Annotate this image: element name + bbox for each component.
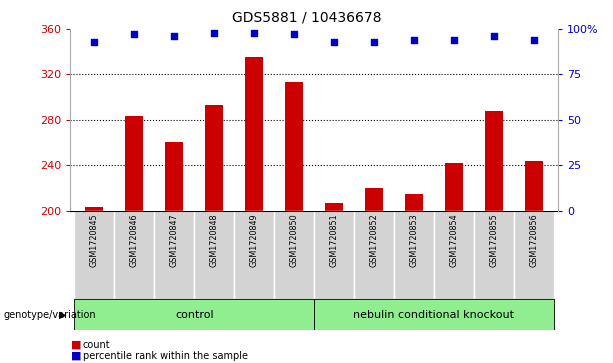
- Bar: [325, 203, 343, 211]
- Text: GSM1720853: GSM1720853: [409, 213, 419, 267]
- Text: GSM1720855: GSM1720855: [489, 213, 498, 267]
- Text: GSM1720852: GSM1720852: [370, 213, 379, 267]
- Bar: [194, 211, 234, 299]
- Bar: [154, 211, 194, 299]
- Bar: [525, 160, 543, 211]
- Bar: [474, 211, 514, 299]
- Bar: [485, 111, 503, 211]
- Bar: [445, 163, 463, 211]
- Bar: [126, 117, 143, 211]
- Text: GSM1720850: GSM1720850: [290, 213, 299, 267]
- Point: [489, 33, 499, 39]
- Bar: [285, 82, 303, 211]
- Bar: [314, 299, 554, 330]
- Bar: [434, 211, 474, 299]
- Text: genotype/variation: genotype/variation: [3, 310, 96, 320]
- Text: GSM1720854: GSM1720854: [449, 213, 459, 267]
- Text: GDS5881 / 10436678: GDS5881 / 10436678: [232, 11, 381, 25]
- Bar: [234, 211, 274, 299]
- Point: [409, 37, 419, 43]
- Text: control: control: [175, 310, 214, 320]
- Point: [329, 39, 339, 45]
- Text: GSM1720856: GSM1720856: [530, 213, 538, 267]
- Text: GSM1720847: GSM1720847: [170, 213, 179, 267]
- Text: percentile rank within the sample: percentile rank within the sample: [83, 351, 248, 361]
- Text: GSM1720848: GSM1720848: [210, 213, 219, 267]
- Text: GSM1720845: GSM1720845: [90, 213, 99, 267]
- Text: ■: ■: [70, 351, 81, 361]
- Bar: [405, 193, 423, 211]
- Bar: [394, 211, 434, 299]
- Point: [369, 39, 379, 45]
- Text: nebulin conditional knockout: nebulin conditional knockout: [354, 310, 514, 320]
- Point: [210, 30, 219, 36]
- Text: ▶: ▶: [59, 310, 66, 320]
- Bar: [365, 188, 383, 211]
- Point: [449, 37, 459, 43]
- Bar: [205, 105, 223, 211]
- Bar: [245, 57, 263, 211]
- Point: [89, 39, 99, 45]
- Text: ■: ■: [70, 340, 81, 350]
- Text: GSM1720849: GSM1720849: [249, 213, 259, 267]
- Bar: [115, 211, 154, 299]
- Bar: [75, 299, 314, 330]
- Bar: [354, 211, 394, 299]
- Text: count: count: [83, 340, 110, 350]
- Point: [169, 33, 179, 39]
- Point: [529, 37, 539, 43]
- Bar: [314, 211, 354, 299]
- Point: [289, 32, 299, 37]
- Point: [249, 30, 259, 36]
- Bar: [85, 207, 104, 211]
- Bar: [514, 211, 554, 299]
- Text: GSM1720846: GSM1720846: [130, 213, 139, 267]
- Text: GSM1720851: GSM1720851: [330, 213, 338, 267]
- Bar: [166, 142, 183, 211]
- Bar: [274, 211, 314, 299]
- Point: [129, 32, 139, 37]
- Bar: [75, 211, 115, 299]
